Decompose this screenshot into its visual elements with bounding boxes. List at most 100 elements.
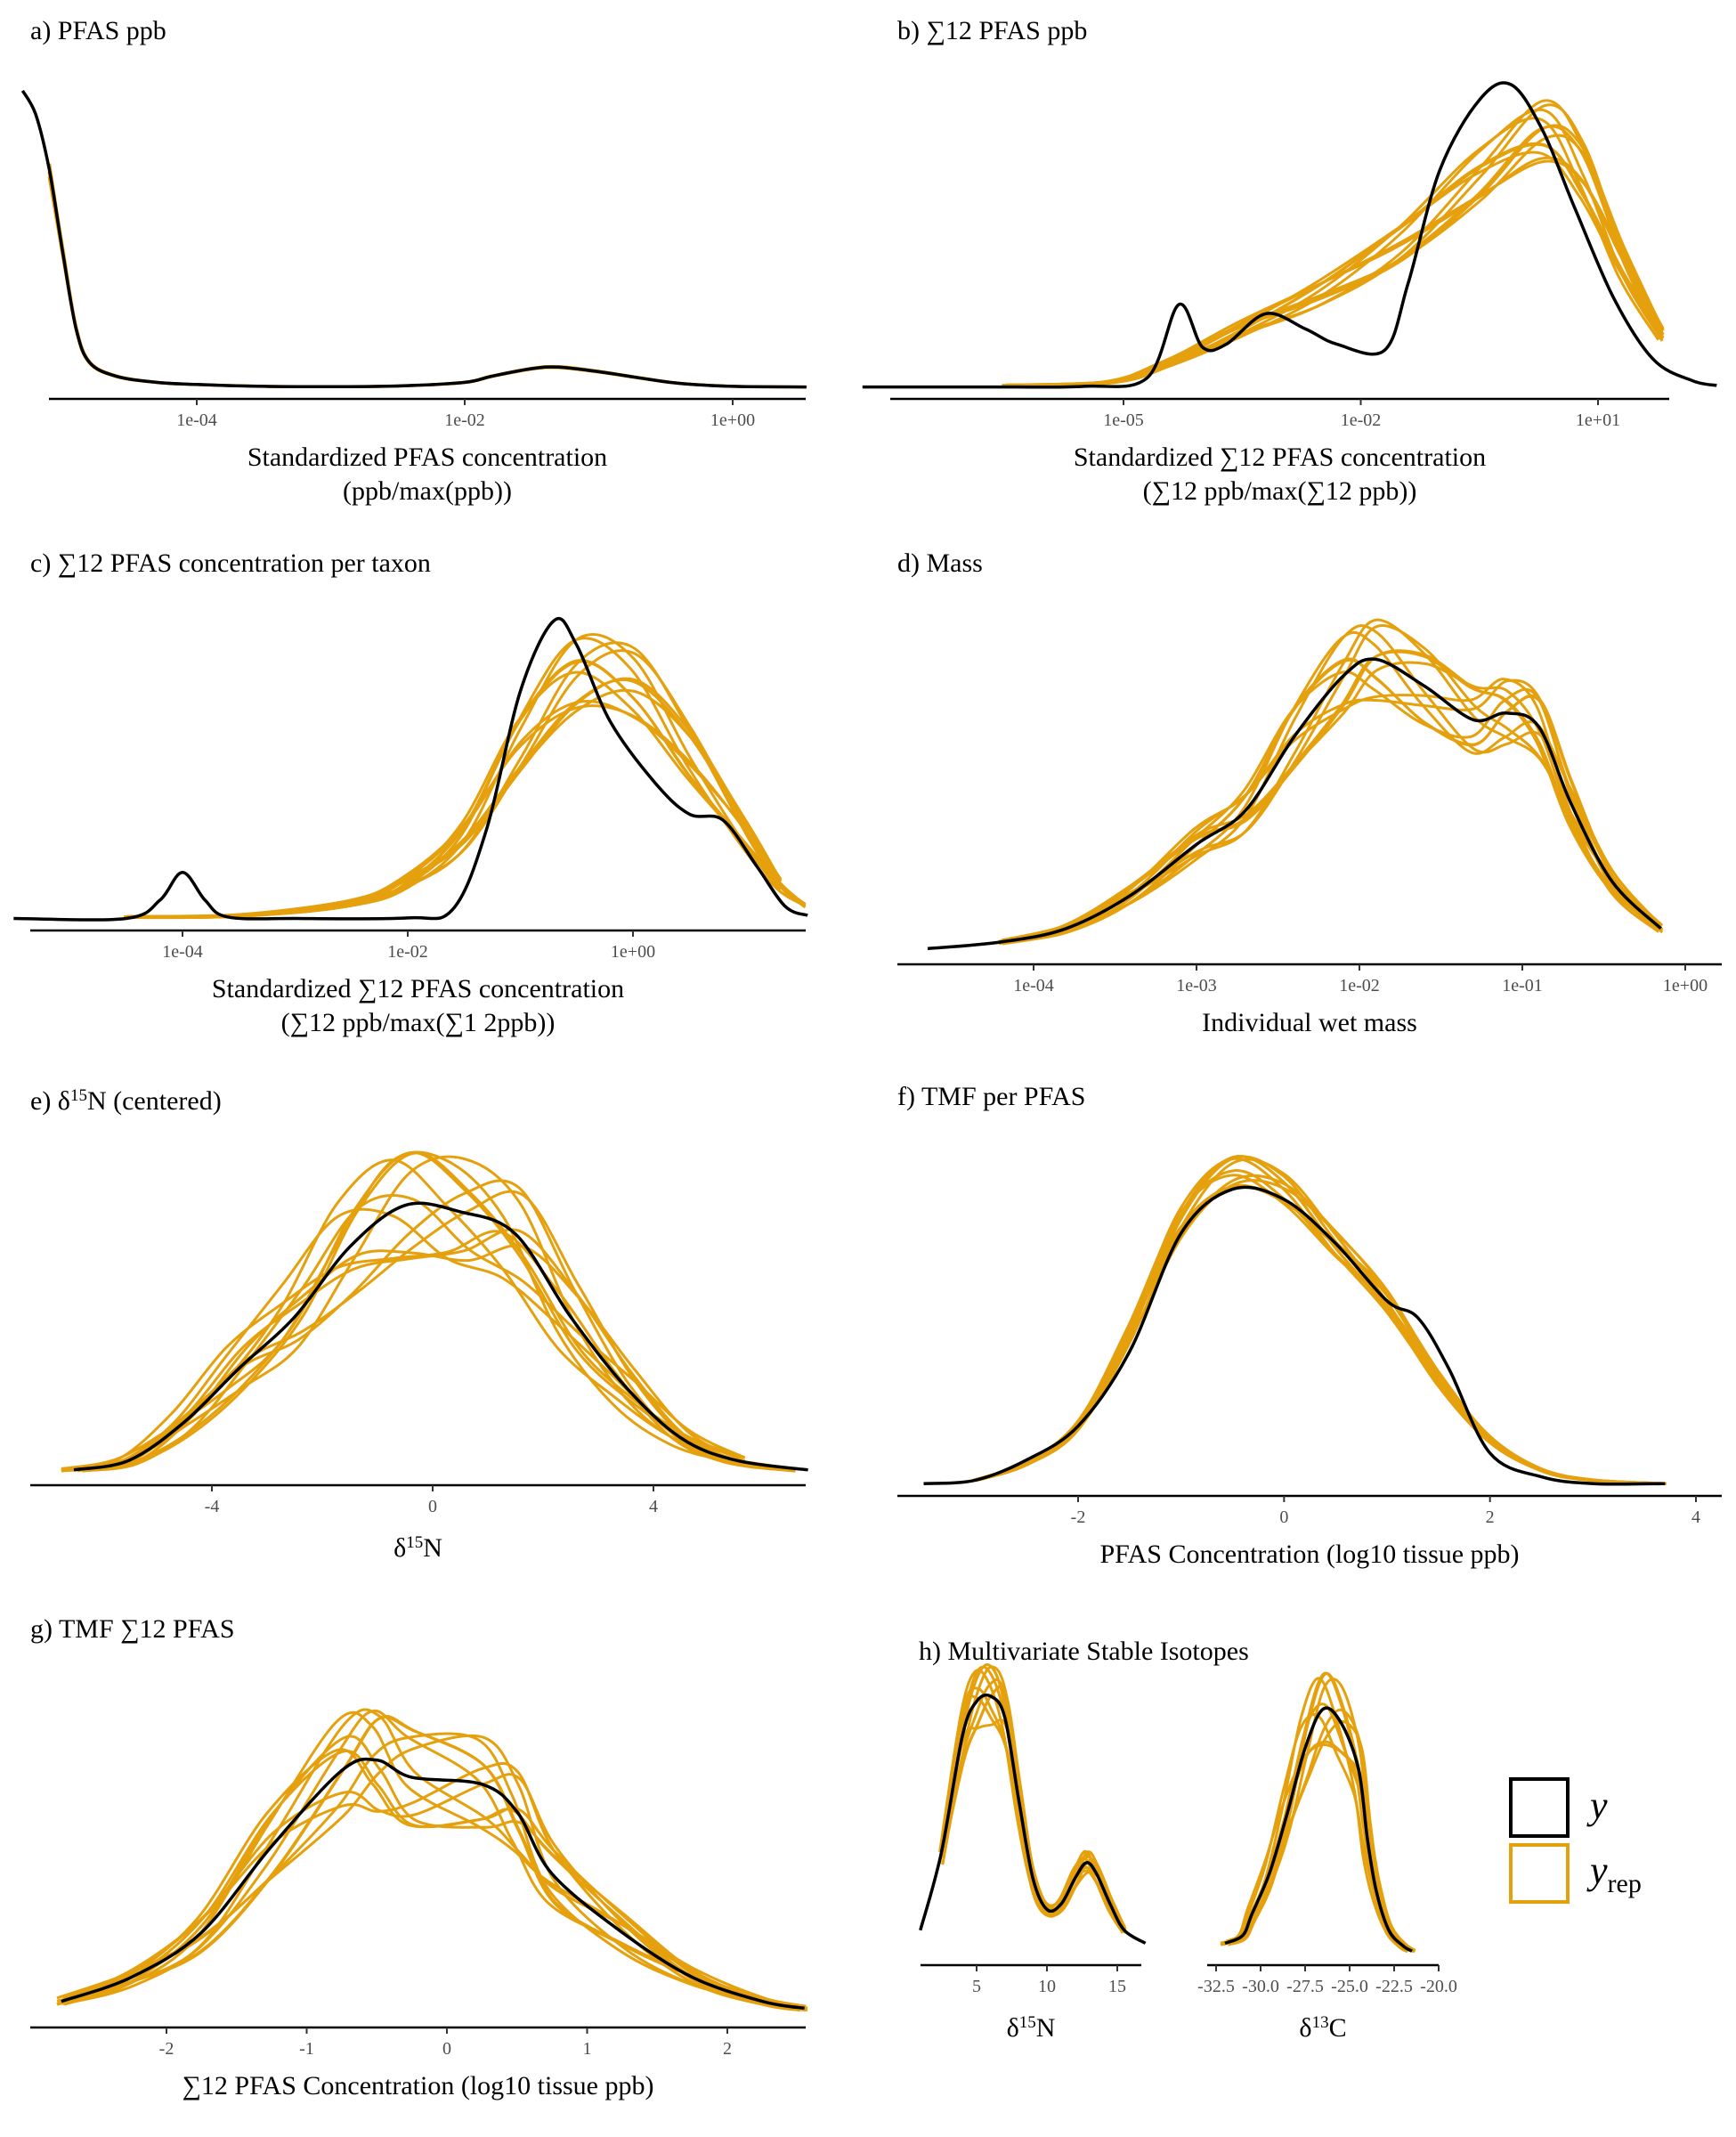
x-axis-label-units: (ppb/max(ppb)) bbox=[343, 476, 512, 506]
yrep-curve bbox=[998, 670, 1660, 945]
x-axis-label: Standardized ∑12 PFAS concentration bbox=[212, 974, 624, 1003]
yrep-curve bbox=[1227, 1672, 1416, 1952]
yrep-curve bbox=[47, 176, 807, 388]
x-tick-label: 1e-05 bbox=[1103, 410, 1144, 430]
yrep-curve bbox=[77, 1155, 742, 1470]
yrep-curve bbox=[126, 677, 782, 919]
x-tick-label: 1e+00 bbox=[611, 942, 655, 962]
yrep-curve bbox=[48, 163, 807, 389]
x-tick-label: 1e-02 bbox=[1339, 976, 1380, 995]
x-tick-label: 1e+00 bbox=[1663, 976, 1708, 995]
yrep-curve bbox=[126, 659, 782, 919]
x-tick-label: -32.5 bbox=[1197, 1977, 1235, 1996]
yrep-curve bbox=[61, 1150, 796, 1471]
x-axis-label: Individual wet mass bbox=[1202, 1008, 1417, 1037]
panel-f: f) TMF per PFAS -2 0 2 4 PFAS Concentration (… bbox=[897, 1082, 1722, 1569]
yrep-curve bbox=[975, 1158, 1667, 1485]
yrep-curve bbox=[126, 641, 782, 918]
yrep-curve bbox=[1220, 1713, 1408, 1953]
x-tick-label: 0 bbox=[1279, 1507, 1288, 1527]
yrep-curve bbox=[47, 171, 807, 389]
x-tick-label: 1e-02 bbox=[1341, 410, 1382, 430]
legend: y yrep bbox=[1509, 1777, 1642, 1904]
yrep-curve bbox=[48, 173, 807, 389]
x-tick-label: 4 bbox=[649, 1497, 658, 1516]
x-tick-label: -27.5 bbox=[1286, 1977, 1324, 1996]
yrep-curve bbox=[1002, 156, 1660, 387]
yrep-curve bbox=[976, 1155, 1667, 1485]
x-axis-label-units: (∑12 ppb/max(∑1 2ppb)) bbox=[281, 1008, 556, 1037]
yrep-curve bbox=[998, 678, 1660, 946]
x-tick-label: 1e+01 bbox=[1576, 410, 1620, 430]
yrep-curve bbox=[48, 171, 807, 388]
yrep-curve bbox=[127, 649, 783, 918]
x-tick-label: 1 bbox=[583, 2039, 592, 2059]
yrep-curve bbox=[1002, 678, 1664, 946]
x-tick-label: -2 bbox=[1071, 1507, 1086, 1527]
x-tick-label: 1e+00 bbox=[710, 410, 755, 430]
y-observed-curve bbox=[923, 1185, 1666, 1486]
yrep-curve bbox=[941, 1685, 1127, 1930]
panel-d-title: d) Mass bbox=[897, 548, 983, 578]
x-axis-label: ∑12 PFAS Concentration (log10 tissue ppb… bbox=[183, 2071, 654, 2100]
yrep-curve bbox=[48, 176, 807, 388]
panel-e: e) δ15N (centered) -4 0 4 δ15N bbox=[30, 1086, 808, 1563]
panel-g-title: g) TMF ∑12 PFAS bbox=[30, 1614, 235, 1644]
y-observed-curve bbox=[927, 657, 1662, 951]
yrep-curve bbox=[1002, 117, 1660, 387]
x-tick-label: 1e-04 bbox=[176, 410, 217, 430]
y-observed-curve bbox=[862, 81, 1717, 389]
x-axis-label: δ13C bbox=[1299, 2013, 1346, 2044]
x-axis-label-units: (∑12 ppb/max(∑12 ppb)) bbox=[1143, 476, 1417, 506]
legend-swatch-y bbox=[1509, 1777, 1570, 1838]
y-observed-curve bbox=[61, 1757, 805, 2011]
yrep-curve bbox=[124, 704, 807, 919]
x-tick-label: 2 bbox=[723, 2039, 732, 2059]
yrep-curve bbox=[82, 1194, 746, 1473]
x-tick-label: 1e-04 bbox=[1013, 976, 1054, 995]
panel-c-title: c) ∑12 PFAS concentration per taxon bbox=[30, 548, 431, 578]
yrep-curve bbox=[1005, 124, 1664, 387]
x-tick-label: 10 bbox=[1038, 1977, 1056, 1996]
yrep-curve bbox=[126, 633, 782, 918]
yrep-curve bbox=[127, 660, 783, 919]
panel-e-title: e) δ15N (centered) bbox=[30, 1086, 222, 1117]
x-tick-label: 1e-03 bbox=[1176, 976, 1217, 995]
legend-label-y: y bbox=[1586, 1784, 1608, 1827]
yrep-curve bbox=[48, 164, 807, 389]
x-tick-label: 1e-04 bbox=[162, 942, 203, 962]
yrep-curve bbox=[1002, 150, 1660, 387]
x-tick-label: 0 bbox=[442, 2039, 451, 2059]
yrep-curve bbox=[48, 166, 807, 389]
yrep-curve bbox=[976, 1179, 1667, 1485]
x-tick-label: -22.5 bbox=[1375, 1977, 1413, 1996]
yrep-curve bbox=[998, 630, 1660, 943]
panel-d: d) Mass 1e-04 1e-03 1e-02 1e-01 1e+00 Individu… bbox=[897, 548, 1722, 1037]
panel-b: b) ∑12 PFAS ppb 1e-05 1e-02 1e+01 Standardiz… bbox=[862, 16, 1717, 506]
panel-a-title: a) PFAS ppb bbox=[30, 16, 166, 45]
yrep-curve bbox=[47, 164, 807, 389]
panel-c: c) ∑12 PFAS concentration per taxon 1e-04… bbox=[13, 548, 808, 1037]
yrep-curve bbox=[1002, 125, 1660, 387]
x-axis-label: Standardized PFAS concentration bbox=[247, 443, 607, 472]
x-tick-label: 1e-01 bbox=[1502, 976, 1543, 995]
x-axis-label: PFAS Concentration (log10 tissue ppb) bbox=[1099, 1540, 1519, 1569]
panel-h2: -32.5 -30.0 -27.5 -25.0 -22.5 -20.0 δ13C bbox=[1197, 1671, 1457, 2044]
y-observed-curve bbox=[919, 1693, 1147, 1945]
yrep-curve bbox=[124, 670, 807, 920]
x-tick-label: 5 bbox=[972, 1977, 981, 1996]
yrep-curve bbox=[972, 1174, 1664, 1485]
panel-a: a) PFAS ppb 1e-04 1e-02 1e+00 Standardized P… bbox=[20, 16, 807, 506]
x-tick-label: 4 bbox=[1691, 1507, 1700, 1527]
yrep-curve bbox=[63, 1715, 767, 2002]
x-tick-label: 1e-02 bbox=[444, 410, 485, 430]
yrep-curve bbox=[62, 1715, 807, 2008]
panel-h1: h) Multivariate Stable Isotopes 5 10 15 δ15N bbox=[919, 1637, 1249, 2043]
panel-f-title: f) TMF per PFAS bbox=[897, 1082, 1085, 1111]
x-tick-label: -4 bbox=[205, 1497, 220, 1516]
x-axis-label: Standardized ∑12 PFAS concentration bbox=[1074, 443, 1486, 472]
yrep-curve bbox=[77, 1228, 741, 1473]
yrep-curve bbox=[1002, 658, 1664, 945]
legend-label-yrep: yrep bbox=[1586, 1849, 1642, 1898]
